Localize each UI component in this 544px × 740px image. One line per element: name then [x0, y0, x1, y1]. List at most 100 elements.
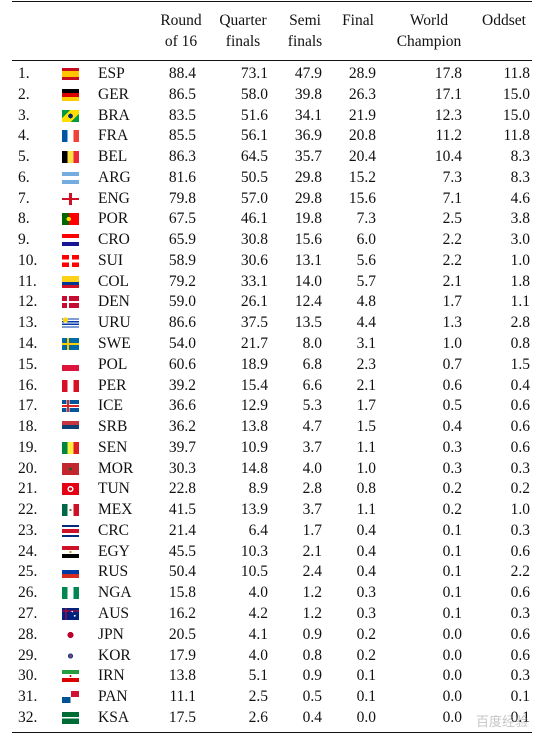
flag-icon: [62, 296, 79, 309]
quarter-finals-cell: 21.7: [240, 335, 268, 352]
rank-cell: 27.: [18, 605, 38, 623]
semi-finals-cell: 1.2: [302, 605, 322, 623]
flag-icon: [62, 88, 79, 101]
semi-finals-cell: 14.0: [294, 272, 322, 290]
rank-cell: 4.: [18, 127, 30, 145]
rank-cell: 7.: [18, 189, 30, 207]
oddset-cell: 0.8: [510, 335, 530, 352]
quarter-finals-cell: 12.9: [240, 397, 268, 415]
flag-icon: [62, 483, 79, 496]
team-code-cell: NGA: [98, 584, 132, 602]
oddset-cell: 1.8: [510, 272, 530, 290]
oddset-cell: 0.3: [510, 667, 530, 685]
quarter-finals-cell: 33.1: [240, 272, 268, 290]
world-champion-cell: 0.6: [442, 376, 462, 394]
final-cell: 2.1: [356, 376, 376, 394]
final-cell: 20.4: [348, 148, 376, 166]
final-cell: 0.0: [356, 708, 376, 726]
table-row: 25. RUS 50.4 10.5 2.4 0.4 0.1 2.2: [0, 562, 544, 582]
world-champion-cell: 0.4: [442, 418, 462, 436]
semi-finals-cell: 6.8: [302, 355, 322, 373]
team-code-cell: BRA: [98, 106, 130, 124]
oddset-cell: 0.6: [510, 625, 530, 643]
watermark: 百度经验: [475, 714, 528, 729]
team-code-cell: EGY: [98, 542, 130, 560]
world-champion-cell: 0.2: [442, 501, 462, 519]
table-row: 20. MOR 30.3 14.8 4.0 1.0 0.3 0.3: [0, 459, 544, 479]
table-row: 30. IRN 13.8 5.1 0.9 0.1 0.0 0.3: [0, 666, 544, 686]
oddset-cell: 3.8: [510, 210, 530, 228]
quarter-finals-cell: 4.0: [248, 584, 268, 602]
world-champion-cell: 0.0: [442, 708, 462, 726]
flag-icon: [62, 649, 79, 662]
world-champion-cell: 0.7: [442, 355, 462, 373]
semi-finals-cell: 12.4: [294, 293, 322, 311]
flag-icon: [62, 109, 79, 122]
quarter-finals-cell: 5.1: [248, 667, 268, 685]
oddset-cell: 1.0: [510, 251, 530, 269]
final-cell: 0.2: [356, 625, 376, 643]
header-oddset: Oddset: [482, 12, 526, 29]
team-code-cell: SWE: [98, 335, 131, 352]
world-champion-cell: 0.0: [442, 667, 462, 685]
table-row: 24. EGY 45.5 10.3 2.1 0.4 0.1 0.6: [0, 542, 544, 562]
world-champion-cell: 7.1: [442, 189, 462, 207]
round-of-16-cell: 83.5: [168, 106, 196, 124]
semi-finals-cell: 3.7: [302, 501, 322, 519]
team-code-cell: CRC: [98, 521, 130, 539]
flag-icon: [62, 213, 79, 226]
table-row: 11. COL 79.2 33.1 14.0 5.7 2.1 1.8: [0, 272, 544, 292]
semi-finals-cell: 0.8: [302, 646, 322, 664]
world-champion-cell: 0.0: [442, 646, 462, 664]
rank-cell: 26.: [18, 584, 38, 602]
rank-cell: 13.: [18, 314, 38, 332]
bottom-rule: [12, 732, 532, 734]
quarter-finals-cell: 2.6: [248, 708, 268, 726]
table-row: 8. POR 67.5 46.1 19.8 7.3 2.5 3.8: [0, 209, 544, 229]
flag-icon: [62, 171, 79, 184]
world-champion-cell: 0.3: [442, 459, 462, 477]
semi-finals-cell: 29.8: [294, 189, 322, 207]
oddset-cell: 0.2: [510, 480, 530, 498]
quarter-finals-cell: 18.9: [240, 355, 268, 373]
team-code-cell: SEN: [98, 438, 128, 456]
team-code-cell: FRA: [98, 127, 129, 145]
quarter-finals-cell: 4.0: [248, 646, 268, 664]
team-code-cell: CRO: [98, 231, 130, 249]
final-cell: 21.9: [348, 106, 376, 124]
rank-cell: 15.: [18, 355, 38, 373]
final-cell: 0.3: [356, 605, 376, 623]
semi-finals-cell: 6.6: [302, 376, 322, 394]
table-row: 6. ARG 81.6 50.5 29.8 15.2 7.3 8.3: [0, 168, 544, 188]
semi-finals-cell: 1.2: [302, 584, 322, 602]
flag-icon: [62, 234, 79, 247]
world-champion-cell: 0.1: [442, 563, 462, 581]
team-code-cell: ICE: [98, 397, 123, 415]
quarter-finals-cell: 13.8: [240, 418, 268, 436]
team-code-cell: IRN: [98, 667, 125, 685]
oddset-cell: 0.3: [510, 605, 530, 623]
semi-finals-cell: 39.8: [294, 85, 322, 103]
round-of-16-cell: 39.2: [168, 376, 196, 394]
flag-icon: [62, 421, 79, 434]
semi-finals-cell: 0.9: [302, 667, 322, 685]
header-semi-finals: Semi finals: [287, 12, 323, 50]
semi-finals-cell: 0.4: [302, 708, 322, 726]
round-of-16-cell: 41.5: [168, 501, 196, 519]
table-row: 27. AUS 16.2 4.2 1.2 0.3 0.1 0.3: [0, 604, 544, 624]
table-row: 26. NGA 15.8 4.0 1.2 0.3 0.1 0.6: [0, 583, 544, 603]
oddset-cell: 11.8: [503, 65, 530, 82]
rank-cell: 20.: [18, 459, 38, 477]
round-of-16-cell: 17.5: [168, 708, 196, 726]
oddset-cell: 1.0: [510, 501, 530, 519]
quarter-finals-cell: 64.5: [240, 148, 268, 166]
table-row: 28. JPN 20.5 4.1 0.9 0.2 0.0 0.6: [0, 625, 544, 645]
round-of-16-cell: 85.5: [168, 127, 196, 145]
round-of-16-cell: 58.9: [168, 251, 196, 269]
round-of-16-cell: 20.5: [168, 625, 196, 643]
world-champion-cell: 2.2: [442, 251, 462, 269]
semi-finals-cell: 47.9: [294, 65, 322, 82]
final-cell: 15.2: [348, 168, 376, 186]
table-row: 29. KOR 17.9 4.0 0.8 0.2 0.0 0.6: [0, 646, 544, 666]
flag-icon: [62, 524, 79, 537]
